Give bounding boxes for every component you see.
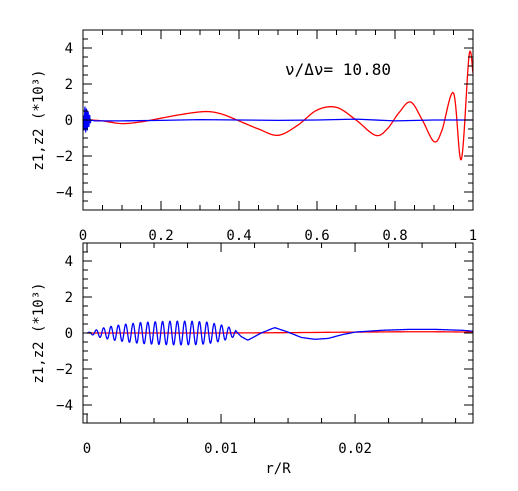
bottom-panel: 0 0.01 0.02 −4 −2 0 2 4 z1,z2 (*10³) r/R <box>31 242 474 477</box>
y-tick-label: 2 <box>65 290 73 306</box>
x-axis-label: r/R <box>265 461 291 477</box>
y-axis-label: z1,z2 (*10³) <box>31 282 47 383</box>
x-tick-label: 0.8 <box>382 228 407 244</box>
x-tick-label: 1 <box>469 228 477 244</box>
y-tick-label: −4 <box>56 185 73 201</box>
x-tick-label: 0 <box>79 228 87 244</box>
y-tick-label: 4 <box>65 254 73 270</box>
x-tick-label: 0.01 <box>204 441 238 457</box>
y-tick-label: 0 <box>65 113 73 129</box>
y-tick-label: 0 <box>65 326 73 342</box>
y-axis-label: z1,z2 (*10³) <box>31 69 47 170</box>
x-tick-label: 0.02 <box>338 441 372 457</box>
x-tick-label: 0.2 <box>148 228 173 244</box>
annotation-text: ν/Δν= 10.80 <box>285 60 391 79</box>
series-group <box>83 50 473 161</box>
series-group <box>86 320 473 346</box>
y-tick-label: −2 <box>56 362 73 378</box>
red-series-line <box>83 50 473 161</box>
top-panel: 0 0.2 0.4 0.6 0.8 1 −4 −2 0 2 4 z1,z2 (*10³) <box>31 29 477 244</box>
x-tick-label: 0.4 <box>226 228 251 244</box>
y-tick-label: −2 <box>56 149 73 165</box>
y-tick-label: −4 <box>56 398 73 414</box>
y-tick-label: 4 <box>65 41 73 57</box>
blue-series-line <box>86 320 473 346</box>
blue-series-line <box>83 105 473 134</box>
red-series-line <box>87 331 473 334</box>
x-tick-label: 0.6 <box>304 228 329 244</box>
y-tick-label: 2 <box>65 77 73 93</box>
x-tick-label: 0 <box>83 441 91 457</box>
